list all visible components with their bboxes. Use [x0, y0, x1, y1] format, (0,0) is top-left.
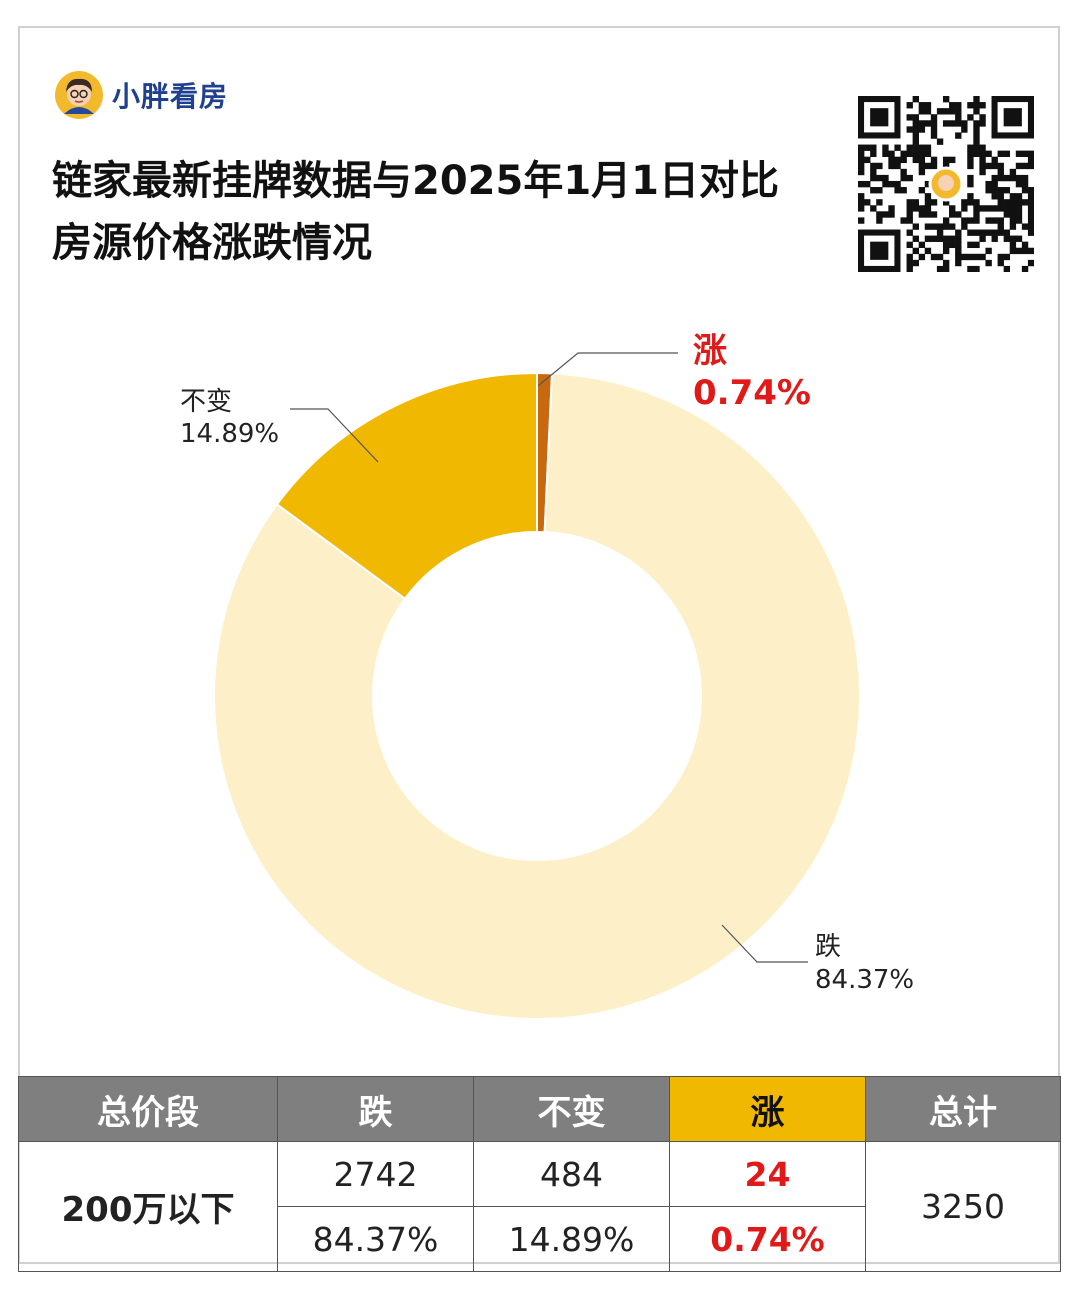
cell-tier: 200万以下	[18, 1141, 278, 1272]
label-flat-value: 14.89%	[180, 419, 279, 449]
header-fall: 跌	[277, 1076, 474, 1142]
title-line-2: 房源价格涨跌情况	[52, 220, 372, 266]
donut-slice-flat	[275, 371, 538, 601]
label-flat-name: 不变	[180, 387, 232, 417]
cell-fall-percent: 84.37%	[277, 1206, 474, 1272]
cell-fall-count: 2742	[277, 1141, 474, 1207]
header-rise: 涨	[669, 1076, 866, 1142]
label-fall-name: 跌	[815, 932, 841, 962]
leader-line-flat	[290, 408, 379, 463]
table-row-counts: 200万以下 2742 484 24 3250	[18, 1141, 1061, 1272]
donut-chart: 涨 0.74% 不变 14.89% 跌 84.37%	[180, 331, 914, 1020]
cell-rise-percent: 0.74%	[669, 1206, 866, 1272]
cell-rise-count: 24	[669, 1141, 866, 1207]
leader-line-fall	[721, 924, 808, 963]
donut-slice-fall	[213, 372, 861, 1020]
brand: 小胖看房	[54, 70, 228, 120]
label-rise-name: 涨	[693, 331, 727, 371]
cell-flat-percent: 14.89%	[473, 1206, 670, 1272]
header-tier: 总价段	[18, 1076, 278, 1142]
page-title: 链家最新挂牌数据与2025年1月1日对比 房源价格涨跌情况	[52, 150, 852, 274]
cell-total: 3250	[865, 1141, 1061, 1272]
qr-code	[858, 96, 1035, 273]
header-total: 总计	[865, 1076, 1061, 1142]
leader-line-rise	[537, 352, 678, 387]
table-row-percents: 84.37% 14.89% 0.74%	[19, 1206, 1061, 1272]
avatar	[54, 70, 104, 120]
title-line-1: 链家最新挂牌数据与2025年1月1日对比	[52, 158, 779, 204]
cell-flat-count: 484	[473, 1141, 670, 1207]
header-flat: 不变	[473, 1076, 670, 1142]
brand-name: 小胖看房	[112, 80, 229, 113]
table-header-row: 总价段 跌 不变 涨 总计	[18, 1076, 1061, 1142]
stats-table: 总价段 跌 不变 涨 总计 200万以下 2742 484 24 3250 84…	[18, 1076, 1061, 1272]
label-fall-value: 84.37%	[815, 965, 914, 995]
label-rise-value: 0.74%	[693, 373, 811, 413]
